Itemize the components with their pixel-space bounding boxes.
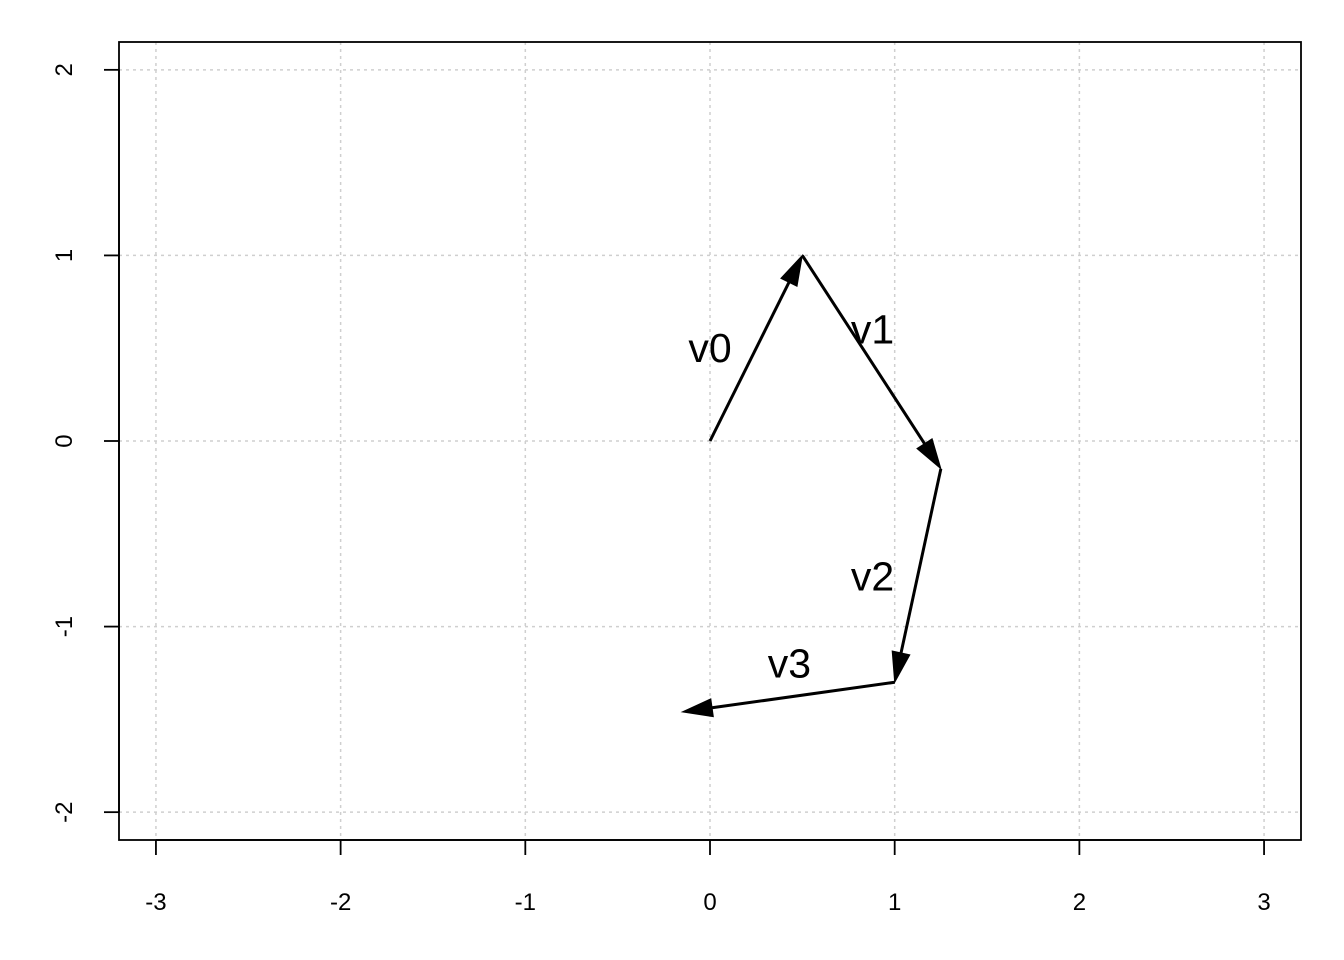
vector-label-v2: v2 [851,553,894,599]
y-tick-label: 0 [51,434,78,447]
x-tick-label: 2 [1073,889,1086,916]
x-tick-label: 1 [888,889,901,916]
axes: -3 -2 -1 0 1 2 3 -2 -1 0 1 2 [51,41,1302,916]
vector-v3-shaft [711,680,895,710]
x-tick-label: -1 [515,889,536,916]
vector-label-v0: v0 [688,325,731,371]
vector-v3-arrowhead [680,698,714,718]
vector-v2-shaft [899,468,943,654]
vector-v0-shaft [708,281,791,442]
vector-label-v1: v1 [851,307,894,353]
x-tick-label: 3 [1257,889,1270,916]
vector-v2-arrowhead [891,650,911,685]
y-tick-label: -2 [51,801,78,822]
vectors [680,253,943,718]
y-tick-label: 2 [51,63,78,76]
vector-v0-arrowhead [780,253,804,288]
vector-labels: v0 v1 v2 v3 [688,307,894,687]
vector-v1-shaft [801,254,926,445]
x-tick-label: 0 [703,889,716,916]
vector-v1-arrowhead [916,438,942,471]
x-tick-label: -3 [145,889,166,916]
y-tick-label: -1 [51,616,78,637]
vector-label-v3: v3 [768,641,811,687]
x-tick-label: -2 [330,889,351,916]
y-tick-label: 1 [51,249,78,262]
